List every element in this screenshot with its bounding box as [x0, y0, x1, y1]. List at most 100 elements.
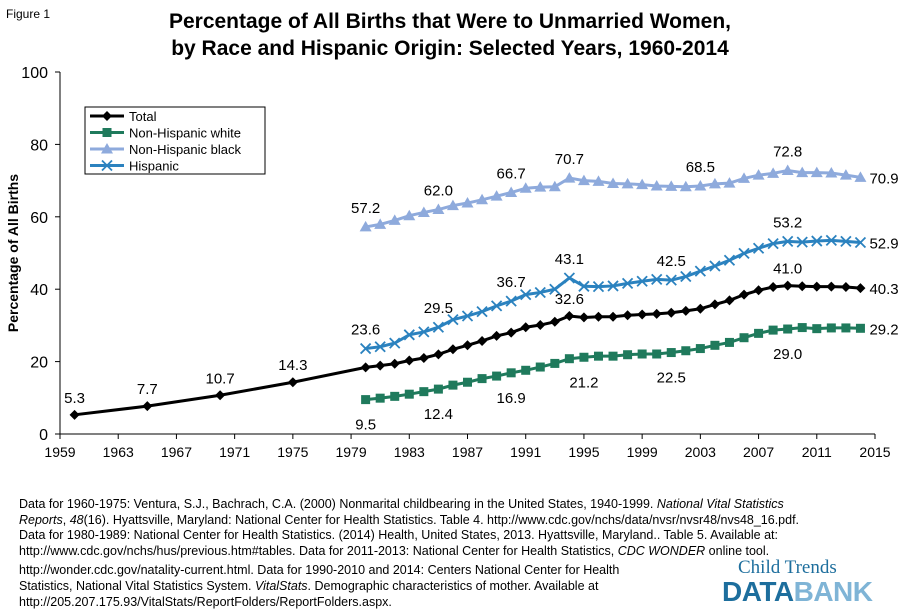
- data-point-marker: [768, 325, 778, 335]
- data-point-marker: [461, 197, 474, 208]
- data-point-marker: [767, 237, 779, 250]
- data-point-marker: [710, 340, 720, 350]
- series-total: 5.3 7.7 10.7 14.3 32.6 41.0 40.3: [64, 261, 899, 420]
- data-point-marker: [840, 282, 851, 293]
- data-point-marker: [506, 327, 517, 338]
- x-tick-label: 1959: [44, 444, 75, 460]
- data-point-marker: [592, 175, 605, 186]
- data-point-marker: [650, 180, 663, 191]
- source-note-line: http://www.cdc.gov/nchs/hus/previous.htm…: [19, 544, 902, 560]
- data-point-marker: [855, 323, 865, 333]
- data-point-marker: [767, 167, 780, 178]
- source-note-text: VitalStats: [254, 578, 308, 593]
- x-tick-label: 1999: [627, 444, 658, 460]
- data-point-marker: [679, 180, 692, 192]
- data-point-marker: [550, 358, 560, 368]
- data-point-marker: [490, 190, 503, 201]
- data-point-marker: [739, 289, 750, 300]
- data-point-marker: [695, 303, 706, 314]
- data-label: 42.5: [657, 253, 686, 270]
- data-point-marker: [417, 206, 430, 217]
- data-point-marker: [841, 323, 851, 333]
- data-label: 66.7: [497, 166, 526, 183]
- data-point-marker-stroke: [505, 295, 517, 307]
- data-point-marker: [578, 280, 590, 292]
- y-tick-label: 100: [21, 65, 48, 82]
- y-tick-label: 60: [30, 210, 48, 227]
- data-point-marker-stroke: [680, 270, 692, 283]
- data-point-marker: [752, 169, 765, 180]
- data-point-marker: [287, 377, 298, 388]
- data-label: 16.9: [497, 390, 526, 407]
- data-label: 23.6: [351, 322, 380, 339]
- source-note-line: Data for 1980-1989: National Center for …: [19, 528, 902, 544]
- figure-label: Figure 1: [6, 7, 51, 21]
- data-point-marker: [709, 299, 720, 310]
- data-point-marker: [694, 265, 706, 277]
- data-label: 57.2: [351, 200, 380, 217]
- data-label: 62.0: [424, 183, 453, 200]
- data-point-marker: [637, 349, 647, 359]
- data-point-marker-stroke: [607, 280, 619, 292]
- x-tick-label: 1975: [277, 444, 308, 460]
- data-point-marker: [797, 323, 807, 333]
- data-point-marker-stroke: [418, 326, 430, 338]
- data-point-marker: [637, 309, 648, 320]
- data-point-marker: [622, 310, 633, 321]
- data-point-marker: [723, 254, 736, 266]
- data-point-marker: [389, 358, 400, 369]
- data-label: 21.2: [569, 374, 598, 391]
- data-point-marker: [447, 344, 458, 355]
- data-point-marker: [534, 181, 547, 192]
- source-note-text: CDC WONDER: [617, 543, 706, 558]
- data-point-marker: [752, 242, 765, 254]
- data-point-marker-stroke: [636, 275, 648, 287]
- data-point-marker: [563, 272, 576, 284]
- data-point-marker: [403, 209, 416, 221]
- data-label: 29.2: [869, 321, 898, 338]
- data-point-marker: [709, 260, 721, 272]
- x-tick-label: 1983: [394, 444, 425, 460]
- data-label: 68.5: [686, 159, 715, 176]
- data-point-marker: [433, 384, 443, 394]
- series-hispanic: 23.6 29.5 36.7 43.1 42.5 53.2 52.9: [351, 214, 899, 355]
- series-non-hispanic-black: 57.2 62.0 66.7 70.7 68.5 72.8 70.9: [351, 143, 899, 232]
- source-note-line: http://wonder.cdc.gov/natality-current.h…: [19, 563, 902, 579]
- data-point-marker: [621, 177, 634, 189]
- x-tick-label: 2003: [685, 444, 716, 460]
- x-tick-label: 1979: [335, 444, 366, 460]
- data-point-marker: [781, 164, 794, 175]
- data-point-marker: [608, 351, 618, 361]
- data-point-marker-stroke: [767, 237, 779, 250]
- source-note-text: online tool.: [705, 543, 770, 558]
- y-axis-label: Percentage of All Births: [5, 174, 21, 332]
- source-note-text: (16). Hyattsville, Maryland: National Ce…: [83, 512, 800, 527]
- child-trends-databank-logo: Child Trends DATABANK: [722, 557, 897, 609]
- data-label: 22.5: [657, 370, 686, 387]
- data-point-marker: [564, 354, 574, 364]
- data-point-marker: [651, 273, 663, 286]
- source-note-text: 48: [69, 512, 84, 527]
- x-tick-label: 1991: [510, 444, 541, 460]
- data-point-marker: [447, 313, 459, 326]
- x-tick-label: 1967: [161, 444, 192, 460]
- data-label: 43.1: [555, 251, 584, 268]
- legend-label: Hispanic: [129, 159, 179, 174]
- data-label: 32.6: [555, 291, 584, 308]
- data-point-marker: [521, 365, 531, 375]
- data-point-marker: [519, 182, 532, 193]
- data-label: 70.9: [869, 170, 898, 187]
- data-point-marker: [534, 286, 546, 299]
- legend-swatch-marker: [101, 143, 113, 154]
- source-note-text: http://205.207.175.93/VitalStats/ReportF…: [19, 594, 392, 609]
- data-point-marker: [215, 390, 226, 401]
- data-point-marker: [724, 337, 734, 347]
- data-point-marker: [419, 387, 429, 397]
- data-point-marker-stroke: [854, 236, 867, 249]
- data-point-marker: [623, 350, 633, 360]
- data-point-marker: [681, 346, 691, 356]
- legend-swatch-marker-stroke: [101, 159, 113, 172]
- data-label: 29.0: [773, 346, 802, 363]
- source-note-text: Data for 1980-1989: National Center for …: [19, 528, 778, 543]
